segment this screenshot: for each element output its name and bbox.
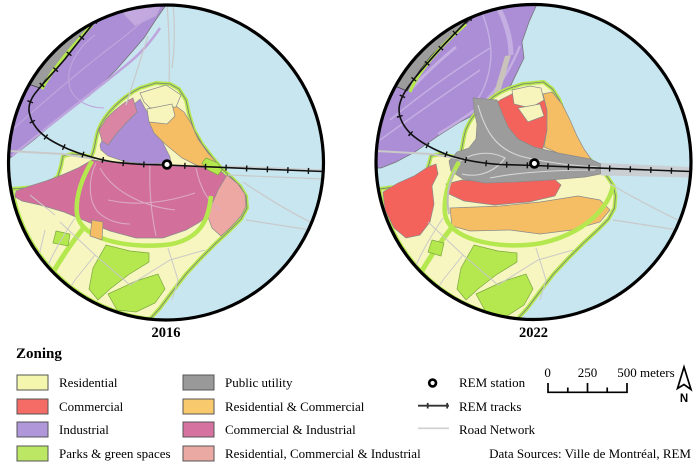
svg-text:Road Network: Road Network [459,422,536,437]
svg-text:meters: meters [640,365,675,380]
svg-text:0: 0 [544,365,551,380]
svg-text:N: N [680,393,688,405]
svg-text:Residential & Commercial: Residential & Commercial [225,399,365,414]
svg-text:2016: 2016 [152,325,181,341]
svg-text:Zoning: Zoning [16,346,62,362]
svg-text:Parks & green spaces: Parks & green spaces [59,446,171,461]
svg-text:Data Sources: Ville de Montréa: Data Sources: Ville de Montréal, REM [489,446,691,461]
svg-text:Residential, Commercial & Indu: Residential, Commercial & Industrial [225,446,421,461]
svg-text:Commercial & Industrial: Commercial & Industrial [225,422,356,437]
svg-text:Commercial: Commercial [59,399,124,414]
svg-text:REM tracks: REM tracks [459,399,521,414]
svg-text:Residential: Residential [59,375,118,390]
svg-text:Industrial: Industrial [59,422,109,437]
svg-text:REM station: REM station [459,375,526,390]
svg-text:Public utility: Public utility [225,375,293,390]
svg-text:500: 500 [617,365,637,380]
svg-text:2022: 2022 [519,325,548,341]
svg-text:250: 250 [578,365,598,380]
